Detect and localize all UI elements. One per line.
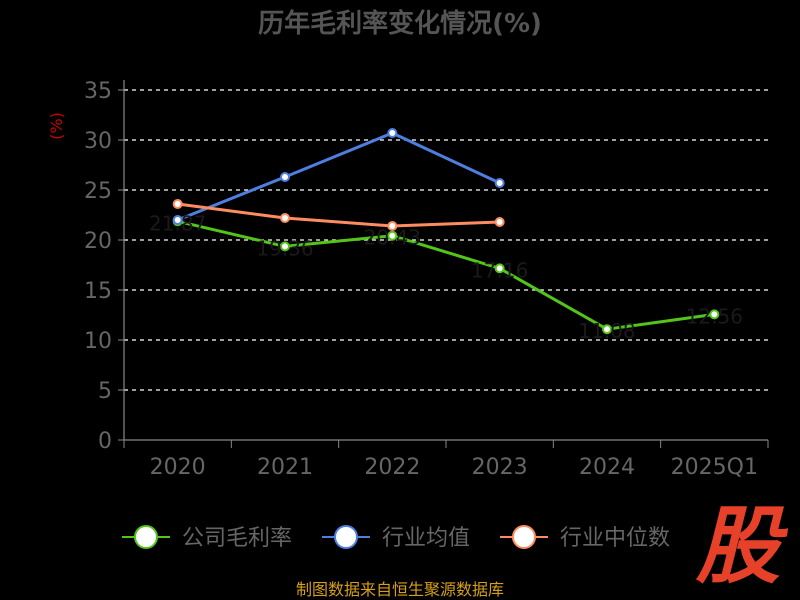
data-point-s0-4 — [602, 324, 612, 335]
x-tick-label-2020: 2020 — [150, 455, 206, 480]
point-labels: 21.87 19.36 20.43 17.16 11.08 12.56 — [149, 211, 743, 343]
series-line-2 — [177, 202, 500, 228]
data-point-s0-3 — [494, 263, 505, 274]
data-point-s2-0 — [172, 199, 183, 209]
axes — [118, 80, 769, 448]
y-tick-label-10: 10 — [84, 329, 112, 354]
data-point-s1-2 — [387, 128, 398, 138]
y-axis-label: (%) — [47, 112, 66, 140]
series-line-1 — [177, 131, 501, 222]
x-tick-label-2022: 2022 — [364, 455, 420, 480]
data-label-5: 12.56 — [686, 304, 743, 328]
data-point-s0-1 — [280, 241, 290, 252]
series-lines — [172, 128, 720, 335]
grid-lines — [124, 89, 768, 391]
y-tick-label-35: 35 — [84, 79, 112, 104]
x-tick-label-2025Q1: 2025Q1 — [671, 455, 758, 480]
data-label-3: 17.16 — [471, 258, 528, 282]
data-label-2: 20.43 — [364, 226, 421, 250]
legend-label-2: 行业中位数 — [560, 526, 670, 551]
legend-label-1: 行业均值 — [382, 526, 470, 551]
data-point-s2-2 — [387, 221, 398, 231]
data-point-s1-3 — [494, 178, 505, 188]
source-note: 制图数据来自恒生聚源数据库 — [296, 580, 504, 599]
chart-title: 历年毛利率变化情况(%) — [258, 8, 542, 39]
data-point-s2-3 — [494, 217, 505, 227]
data-label-1: 19.36 — [256, 236, 313, 260]
legend-label-0: 公司毛利率 — [182, 526, 292, 551]
y-tick-label-15: 15 — [84, 279, 112, 304]
y-tick-label-30: 30 — [84, 129, 112, 154]
legend-marker-1 — [334, 525, 358, 549]
y-tick-label-0: 0 — [98, 429, 112, 454]
legend: 公司毛利率 行业均值 行业中位数 — [122, 525, 670, 551]
data-point-s0-2 — [387, 230, 398, 241]
x-tick-label-2024: 2024 — [579, 455, 635, 480]
x-tick-label-2021: 2021 — [257, 455, 313, 480]
series-line-0 — [177, 219, 715, 331]
y-tick-label-20: 20 — [84, 229, 112, 254]
data-point-s2-1 — [280, 213, 290, 223]
y-tick-label-5: 5 — [98, 379, 112, 404]
data-label-4: 11.08 — [578, 319, 635, 343]
data-point-s1-0 — [172, 215, 183, 225]
data-point-s0-5 — [709, 309, 720, 320]
tick-labels: 0 5 10 15 20 25 30 35 2020 2021 2022 2023 2024 2025Q1 — [84, 79, 758, 480]
data-label-0: 21.87 — [149, 211, 206, 235]
x-tick-label-2023: 2023 — [472, 455, 528, 480]
legend-marker-0 — [134, 525, 158, 549]
legend-marker-2 — [512, 525, 536, 549]
y-tick-label-25: 25 — [84, 179, 112, 204]
brand-logo: 股 — [695, 497, 789, 595]
data-point-s1-1 — [280, 172, 290, 182]
